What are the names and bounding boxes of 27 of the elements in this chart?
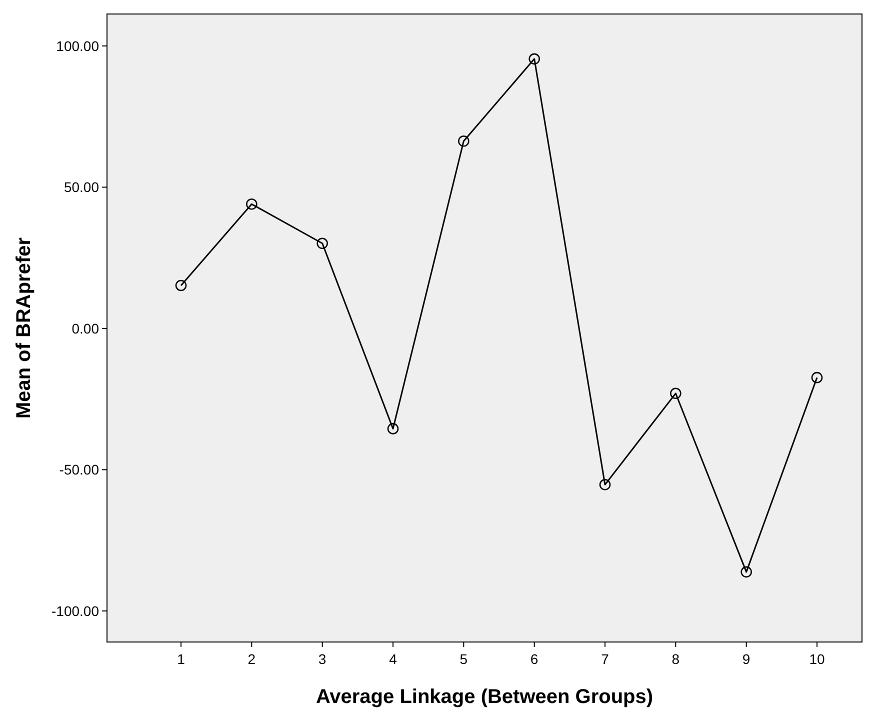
point (670, 388, 682, 400)
x-tick-label: 1 (177, 651, 186, 667)
x-tick-label: 10 (809, 651, 825, 667)
point (599, 478, 611, 490)
point (175, 280, 187, 292)
x-tick-label: 3 (318, 651, 326, 667)
y-tick-label: 100.00 (56, 38, 100, 54)
point (528, 53, 540, 65)
point (811, 372, 823, 384)
y-tick-label: -100.00 (52, 602, 100, 619)
y-tick-label: -50.00 (59, 462, 100, 478)
point (387, 423, 399, 434)
y-tick-label: 0.00 (72, 320, 100, 336)
x-tick-label: 7 (601, 651, 610, 667)
x-tick-label: 8 (672, 651, 680, 667)
point (246, 198, 258, 210)
x-tick-label: 5 (460, 651, 468, 667)
x-tick-label: 2 (248, 651, 256, 667)
point (316, 238, 328, 250)
y-axis-title: Mean of BRAprefer (13, 237, 35, 419)
x-tick-label: 9 (742, 651, 750, 667)
x-axis-title: Average Linkage (Between Groups) (316, 686, 654, 708)
y-tick-label: 50.00 (64, 179, 100, 196)
x-tick-label: 6 (530, 651, 538, 667)
x-tick-label: 4 (389, 651, 398, 667)
point (740, 566, 752, 578)
point (458, 135, 470, 147)
